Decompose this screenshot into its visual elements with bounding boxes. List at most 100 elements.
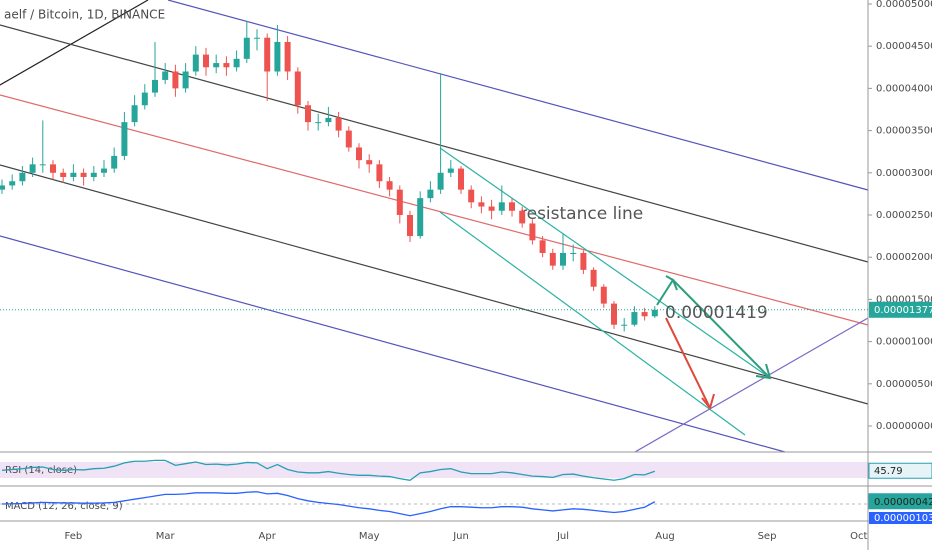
candle-body	[621, 324, 628, 326]
candle-body	[101, 168, 107, 173]
candle-body	[478, 202, 485, 207]
y-tick-label: 0.00005000	[876, 0, 932, 10]
candle-body	[437, 172, 444, 190]
median-line	[0, 94, 869, 326]
y-tick-label: 0.00001000	[876, 337, 932, 348]
channel-line	[439, 147, 771, 379]
pane-title: RSI (14, close)	[5, 465, 77, 476]
y-tick-label: 0.00000000	[876, 421, 932, 432]
candle-body	[233, 58, 240, 68]
candle-body	[29, 164, 36, 173]
price-label: 0.00001377	[874, 305, 932, 316]
candle-body	[580, 252, 587, 270]
drawings	[0, 0, 869, 453]
channel-line	[0, 164, 869, 405]
candle-body	[243, 37, 250, 59]
candle-body	[274, 41, 281, 72]
candle-body	[19, 172, 26, 182]
candle-body	[111, 155, 118, 169]
arrow-head	[755, 363, 772, 380]
candle-body	[498, 202, 505, 211]
indicator-line	[1, 459, 656, 481]
candle-body	[600, 286, 607, 304]
readout: 45.79	[874, 466, 903, 477]
candle-body	[549, 252, 556, 266]
candle-body	[305, 105, 311, 123]
candle-body	[488, 206, 495, 211]
candle-body	[396, 189, 403, 215]
candle-body	[641, 312, 648, 317]
x-tick-label: Mar	[156, 531, 176, 542]
candle-body	[631, 312, 638, 325]
candle-body	[254, 37, 260, 39]
candle-body	[325, 117, 332, 123]
candle-body	[70, 172, 77, 178]
candle-body	[60, 172, 67, 178]
candle-body	[39, 164, 46, 166]
candle-body	[458, 168, 464, 190]
readout-box	[868, 462, 932, 479]
x-tick-label: Oct	[850, 531, 867, 542]
readout: 0.00000103	[874, 513, 932, 524]
y-tick-label: 0.00001500	[876, 294, 932, 305]
channel-line	[0, 24, 869, 263]
candle-body	[417, 198, 424, 237]
y-tick-label: 0.00002500	[876, 210, 932, 221]
candle-body	[152, 79, 158, 93]
channel-line	[0, 235, 786, 453]
candle-body	[264, 37, 271, 72]
pane-title: MACD (12, 26, close, 9)	[5, 501, 123, 512]
candle-body	[121, 122, 128, 156]
arrow-head	[701, 393, 715, 411]
price-label-box	[869, 301, 932, 318]
candle-body	[90, 172, 97, 178]
candle-body	[539, 240, 546, 253]
candle-body	[427, 189, 434, 199]
candle-body	[162, 71, 169, 80]
candle-body	[345, 130, 352, 148]
y-tick-label: 0.00004000	[876, 83, 932, 94]
indicator-line	[1, 491, 656, 517]
trend-line	[0, 0, 149, 86]
candle-body	[141, 92, 148, 106]
candle-body	[50, 164, 56, 173]
candle-body	[611, 303, 617, 325]
x-tick-label: Aug	[655, 531, 675, 542]
candle-body	[294, 71, 301, 106]
candle-body	[529, 223, 536, 241]
candle-body	[131, 105, 138, 123]
candle-body	[182, 71, 189, 89]
candle-body	[192, 54, 199, 72]
candle-body	[468, 189, 475, 203]
candle-body	[366, 160, 373, 165]
x-tick-label: Feb	[65, 531, 83, 542]
candle-body	[386, 181, 393, 190]
candle-body	[80, 172, 87, 178]
candle-body	[519, 210, 526, 224]
rsi-band	[0, 462, 868, 478]
y-tick-label: 0.00003000	[876, 168, 932, 179]
trend-line	[634, 317, 869, 453]
x-tick-label: May	[359, 531, 380, 542]
chart-title: aelf / Bitcoin, 1D, BINANCE	[4, 8, 165, 22]
channel-line	[439, 211, 746, 436]
candle-body	[284, 41, 291, 72]
y-tick-label: 0.00003500	[876, 126, 932, 137]
readout: 0.00000042	[874, 497, 932, 508]
candle-body	[590, 269, 597, 287]
arrow	[665, 317, 711, 409]
y-tick-label: 0.00000500	[876, 379, 932, 390]
readout-box	[869, 512, 932, 524]
arrow-head	[665, 275, 678, 291]
candle-body	[335, 117, 342, 131]
x-tick-label: Jun	[452, 531, 469, 542]
readout-box	[868, 493, 932, 510]
candle-body	[9, 181, 16, 186]
candle-body	[651, 309, 658, 317]
y-tick-label: 0.00002000	[876, 252, 932, 263]
candle-body	[407, 214, 413, 237]
candle-body	[223, 63, 230, 68]
annotation: 0.00001419	[665, 303, 768, 323]
